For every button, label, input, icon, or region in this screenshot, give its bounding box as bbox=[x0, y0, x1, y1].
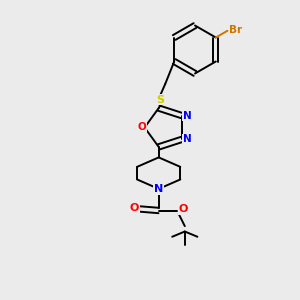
Text: O: O bbox=[137, 122, 146, 133]
Text: S: S bbox=[157, 94, 165, 105]
Text: N: N bbox=[182, 134, 191, 145]
Text: Br: Br bbox=[229, 25, 242, 34]
Text: O: O bbox=[178, 204, 188, 214]
Text: O: O bbox=[129, 202, 139, 212]
Text: N: N bbox=[182, 110, 191, 121]
Text: N: N bbox=[154, 184, 163, 194]
